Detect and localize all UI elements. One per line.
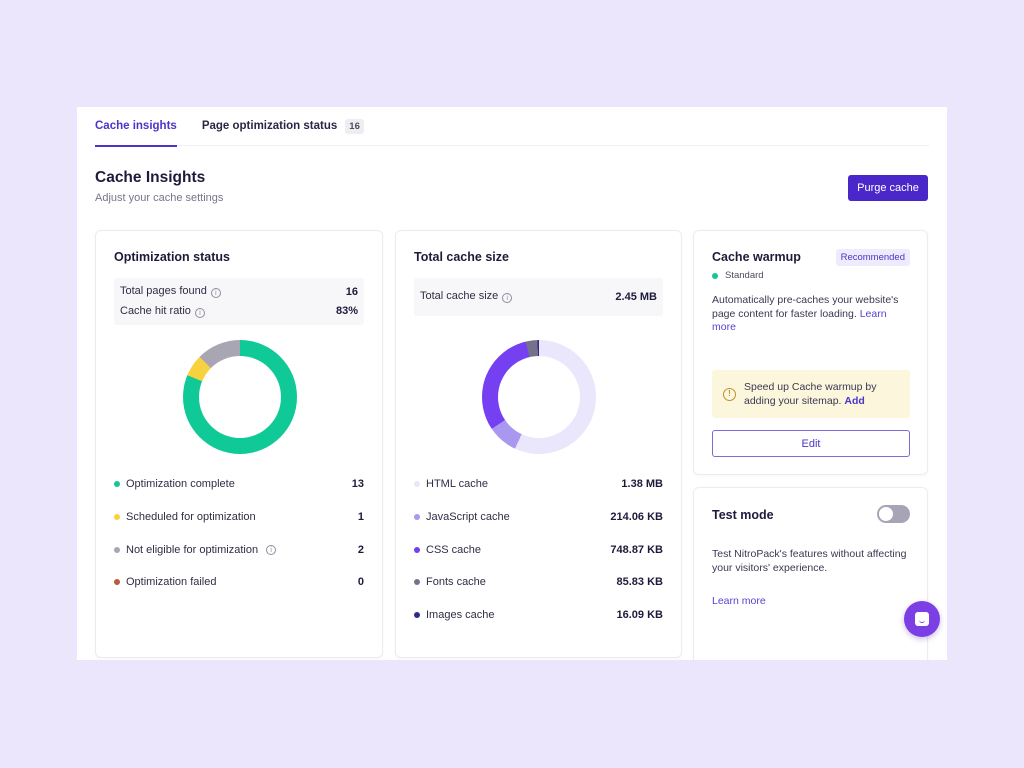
purge-cache-button[interactable]: Purge cache — [848, 175, 928, 201]
legend-item: HTML cache 1.38 MB — [414, 468, 663, 501]
stat-value: 16 — [345, 285, 358, 298]
test-mode-description: Test NitroPack's features without affect… — [712, 548, 907, 574]
legend-value: 748.87 KB — [610, 543, 663, 556]
tab-bar: Cache insights Page optimization status … — [95, 107, 929, 147]
legend-label: Images cache — [426, 609, 495, 622]
status-dot-icon — [414, 579, 420, 586]
status-dot-icon — [114, 579, 120, 586]
tab-page-optimization-status[interactable]: Page optimization status 16 — [202, 107, 364, 146]
card-title: Cache warmup — [712, 250, 801, 264]
info-icon[interactable]: i — [502, 293, 513, 304]
test-mode-card: Test mode Test NitroPack's features with… — [693, 487, 928, 660]
legend-item: Optimization failed 0 — [114, 566, 364, 599]
main-panel: Cache insights Page optimization status … — [77, 107, 947, 660]
sitemap-alert: ! Speed up Cache warmup by adding your s… — [712, 370, 910, 418]
status-dot-icon — [414, 514, 420, 521]
card-title: Optimization status — [114, 250, 230, 264]
total-cache-size-card: Total cache size Total cache size i 2.45 … — [395, 230, 682, 658]
legend-label: Fonts cache — [426, 576, 486, 589]
tab-label: Page optimization status — [201, 120, 338, 132]
status-dot-icon — [414, 481, 420, 488]
legend-label: Not eligible for optimization — [126, 543, 259, 556]
toggle-knob — [879, 507, 893, 521]
optimization-legend: Optimization complete 13 Scheduled for o… — [114, 468, 364, 599]
card-title: Total cache size — [414, 250, 509, 264]
legend-label: CSS cache — [426, 543, 482, 556]
legend-value: 0 — [357, 576, 364, 589]
optimization-status-card: Optimization status Total pages found i 1… — [95, 230, 383, 658]
stat-value: 2.45 MB — [615, 290, 657, 303]
cache-size-donut-chart — [482, 340, 596, 454]
info-icon[interactable]: i — [266, 544, 277, 555]
cache-warmup-card: Cache warmup Recommended Standard Automa… — [693, 230, 928, 475]
legend-value: 2 — [357, 543, 364, 556]
chat-launcher-button[interactable] — [904, 601, 940, 637]
optimization-donut-chart — [183, 340, 297, 454]
stat-row-cache-hit-ratio: Cache hit ratio i 83% — [120, 302, 358, 322]
description-text: Automatically pre-caches your website's … — [712, 294, 899, 320]
legend-value: 214.06 KB — [610, 511, 663, 524]
learn-more-link[interactable]: Learn more — [712, 307, 887, 334]
stat-row-total-pages: Total pages found i 16 — [120, 282, 358, 302]
legend-label: HTML cache — [426, 478, 488, 491]
status-dot-icon — [114, 481, 120, 488]
warning-icon: ! — [723, 387, 736, 401]
mode-label: Standard — [725, 270, 764, 281]
legend-item: Not eligible for optimization i 2 — [114, 533, 364, 566]
legend-label: Optimization failed — [126, 576, 217, 589]
status-dot-icon — [114, 514, 120, 521]
status-dot-icon — [712, 272, 718, 279]
legend-label: Optimization complete — [126, 478, 235, 491]
stat-label: Total cache size — [420, 290, 499, 303]
legend-item: CSS cache 748.87 KB — [414, 533, 663, 566]
legend-value: 13 — [351, 478, 364, 491]
status-dot-icon — [414, 612, 420, 619]
tab-label: Cache insights — [95, 120, 177, 132]
tab-cache-insights[interactable]: Cache insights — [95, 107, 177, 147]
page-subtitle: Adjust your cache settings — [95, 192, 224, 204]
info-icon[interactable]: i — [194, 307, 205, 318]
stat-label: Total pages found — [120, 285, 207, 298]
stat-label: Cache hit ratio — [120, 304, 191, 317]
legend-value: 85.83 KB — [616, 576, 663, 589]
legend-item: Scheduled for optimization 1 — [114, 501, 364, 534]
warmup-mode: Standard — [712, 270, 764, 281]
legend-item: Fonts cache 85.83 KB — [414, 566, 663, 599]
alert-text: Speed up Cache warmup by adding your sit… — [744, 380, 910, 408]
recommended-badge: Recommended — [835, 249, 910, 266]
page-title: Cache Insights — [95, 169, 206, 186]
learn-more-link[interactable]: Learn more — [712, 595, 766, 607]
legend-item: JavaScript cache 214.06 KB — [414, 501, 663, 534]
stats-box: Total pages found i 16 Cache hit ratio i 8… — [114, 278, 364, 325]
status-dot-icon — [114, 546, 120, 553]
stat-value: 83% — [335, 305, 358, 318]
legend-label: Scheduled for optimization — [126, 511, 256, 524]
legend-label: JavaScript cache — [426, 511, 510, 524]
legend-value: 1 — [357, 511, 364, 524]
count-badge: 16 — [345, 118, 364, 134]
warmup-description: Automatically pre-caches your website's … — [712, 294, 909, 335]
add-sitemap-link[interactable]: Add — [844, 395, 865, 407]
stat-row-total-cache-size: Total cache size i 2.45 MB — [420, 287, 657, 307]
alert-message: Speed up Cache warmup by adding your sit… — [744, 381, 877, 407]
legend-item: Optimization complete 13 — [114, 468, 364, 501]
info-icon[interactable]: i — [210, 288, 221, 299]
card-title: Test mode — [712, 508, 774, 522]
legend-item: Images cache 16.09 KB — [414, 599, 663, 632]
edit-button[interactable]: Edit — [712, 430, 910, 457]
legend-value: 1.38 MB — [621, 478, 663, 491]
status-dot-icon — [414, 546, 420, 553]
chat-icon — [915, 612, 929, 626]
legend-value: 16.09 KB — [616, 609, 663, 622]
stats-box: Total cache size i 2.45 MB — [414, 278, 663, 316]
test-mode-toggle[interactable] — [877, 505, 910, 523]
cache-size-legend: HTML cache 1.38 MB JavaScript cache 214.… — [414, 468, 663, 631]
